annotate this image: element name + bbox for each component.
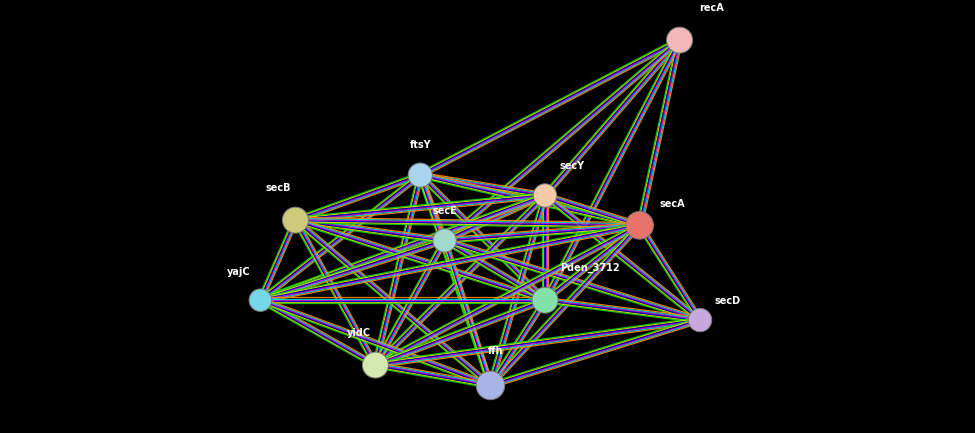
Text: secE: secE [432, 206, 457, 216]
Circle shape [409, 163, 432, 187]
Text: ftsY: ftsY [410, 140, 431, 150]
Circle shape [283, 207, 308, 233]
Text: secA: secA [659, 199, 684, 209]
Text: recA: recA [699, 3, 723, 13]
Text: ffh: ffh [488, 346, 503, 355]
Text: yajC: yajC [227, 267, 251, 277]
Circle shape [626, 211, 653, 239]
Text: secY: secY [560, 161, 585, 171]
Circle shape [363, 352, 388, 378]
Text: secB: secB [265, 183, 291, 193]
Circle shape [667, 27, 692, 53]
Circle shape [688, 308, 712, 332]
Text: Pden_3712: Pden_3712 [560, 263, 619, 273]
Text: yidC: yidC [346, 328, 370, 338]
Circle shape [476, 371, 505, 400]
Circle shape [433, 229, 456, 252]
Circle shape [533, 184, 557, 207]
Circle shape [532, 287, 558, 313]
Text: secD: secD [715, 296, 741, 306]
Circle shape [249, 289, 272, 311]
